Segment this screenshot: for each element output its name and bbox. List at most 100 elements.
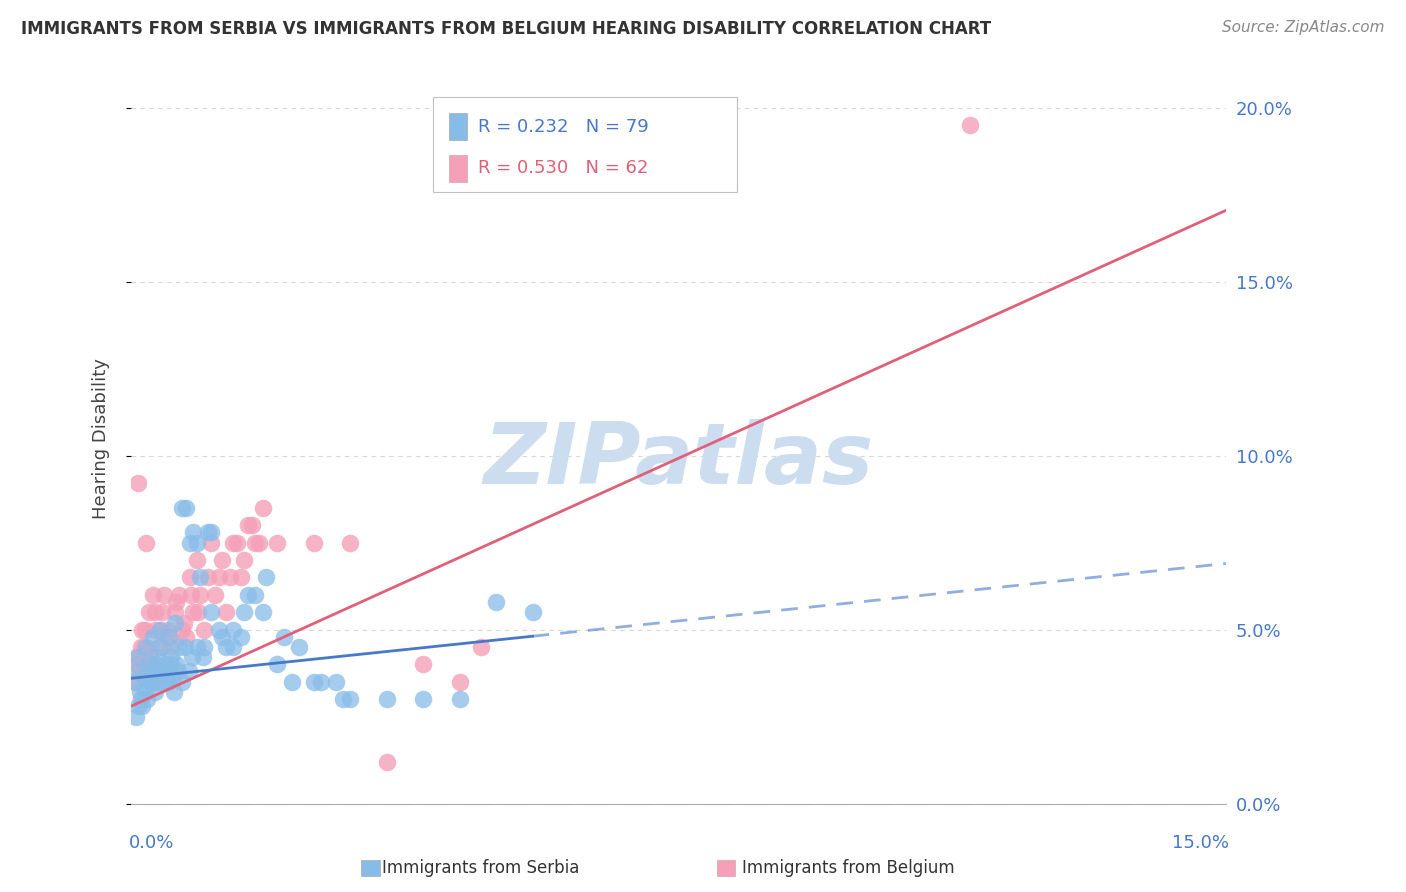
Point: [155, 657, 177, 672]
Point: [288, 640, 311, 654]
Point: [200, 605, 222, 619]
Point: [134, 671, 156, 685]
Point: [245, 535, 267, 549]
Point: [190, 588, 212, 602]
Y-axis label: Hearing Disability: Hearing Disability: [93, 358, 110, 519]
Point: [138, 605, 160, 619]
Text: R = 0.530   N = 62: R = 0.530 N = 62: [478, 160, 648, 178]
Point: [332, 692, 354, 706]
Point: [145, 674, 167, 689]
Point: [143, 685, 166, 699]
Text: Immigrants from Serbia: Immigrants from Serbia: [382, 859, 579, 877]
Point: [135, 640, 157, 654]
Point: [125, 657, 148, 672]
Point: [309, 674, 332, 689]
Point: [266, 535, 288, 549]
Text: Source: ZipAtlas.com: Source: ZipAtlas.com: [1222, 20, 1385, 35]
Point: [167, 588, 190, 602]
Point: [138, 665, 160, 679]
Point: [229, 570, 252, 584]
Point: [222, 535, 245, 549]
Text: ZIPatlas: ZIPatlas: [484, 418, 873, 501]
Text: 15.0%: 15.0%: [1171, 834, 1229, 852]
Point: [233, 553, 256, 567]
Point: [142, 630, 165, 644]
Point: [339, 692, 361, 706]
Point: [129, 685, 152, 699]
Point: [167, 640, 190, 654]
Point: [153, 588, 176, 602]
Point: [218, 570, 240, 584]
Point: [142, 588, 165, 602]
Point: [145, 650, 167, 665]
Point: [233, 605, 256, 619]
Point: [186, 553, 208, 567]
Point: [172, 500, 194, 515]
Point: [165, 595, 187, 609]
Point: [375, 755, 398, 769]
Point: [131, 623, 153, 637]
Point: [153, 665, 176, 679]
Point: [252, 500, 274, 515]
Point: [149, 623, 172, 637]
Point: [180, 588, 202, 602]
Point: [959, 118, 981, 132]
Point: [254, 570, 277, 584]
Point: [226, 535, 249, 549]
Point: [167, 665, 190, 679]
Point: [150, 640, 173, 654]
Point: [163, 605, 186, 619]
Point: [134, 640, 156, 654]
Point: [125, 665, 148, 679]
Point: [157, 630, 180, 644]
Point: [145, 657, 167, 672]
Point: [156, 623, 179, 637]
Point: [159, 657, 181, 672]
Point: [191, 650, 214, 665]
Point: [124, 674, 146, 689]
Point: [141, 657, 163, 672]
Point: [136, 665, 159, 679]
Point: [222, 640, 245, 654]
Point: [134, 623, 156, 637]
Point: [280, 674, 302, 689]
Point: [222, 623, 245, 637]
Point: [412, 692, 434, 706]
Point: [125, 650, 148, 665]
Point: [375, 692, 398, 706]
Point: [150, 605, 173, 619]
Point: [160, 640, 183, 654]
Point: [208, 570, 231, 584]
Point: [173, 615, 195, 630]
Point: [141, 674, 163, 689]
Point: [131, 699, 153, 714]
Point: [149, 674, 172, 689]
Point: [129, 665, 152, 679]
Text: IMMIGRANTS FROM SERBIA VS IMMIGRANTS FROM BELGIUM HEARING DISABILITY CORRELATION: IMMIGRANTS FROM SERBIA VS IMMIGRANTS FRO…: [21, 20, 991, 37]
Point: [174, 640, 197, 654]
Point: [143, 623, 166, 637]
Point: [134, 685, 156, 699]
Point: [163, 615, 186, 630]
Point: [252, 605, 274, 619]
Point: [187, 605, 209, 619]
Point: [179, 570, 201, 584]
Point: [165, 657, 187, 672]
Point: [236, 518, 259, 533]
Point: [181, 525, 204, 540]
Text: 0.0%: 0.0%: [128, 834, 174, 852]
Point: [339, 535, 361, 549]
Point: [181, 605, 204, 619]
Point: [172, 623, 194, 637]
Point: [174, 500, 197, 515]
Point: [197, 570, 219, 584]
Point: [208, 623, 231, 637]
Point: [149, 623, 172, 637]
Point: [156, 674, 179, 689]
Text: R = 0.232   N = 79: R = 0.232 N = 79: [478, 118, 650, 136]
Point: [245, 588, 267, 602]
Point: [177, 665, 200, 679]
Point: [139, 650, 162, 665]
Point: [152, 665, 174, 679]
Point: [470, 640, 492, 654]
